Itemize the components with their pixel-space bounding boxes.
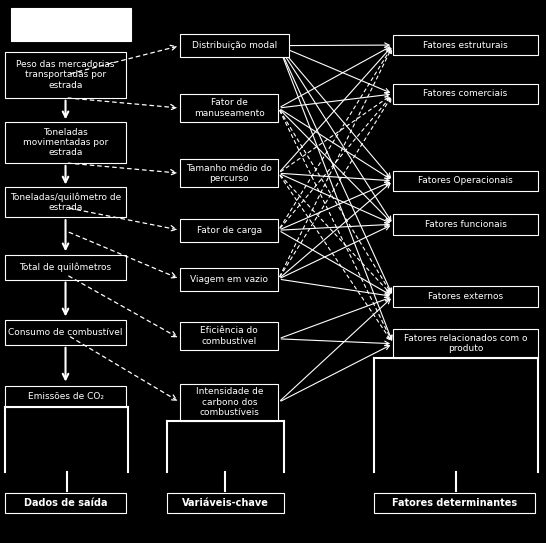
FancyBboxPatch shape — [5, 255, 126, 280]
FancyBboxPatch shape — [180, 94, 278, 122]
FancyBboxPatch shape — [180, 384, 278, 421]
Text: Fatores externos: Fatores externos — [428, 292, 503, 301]
FancyBboxPatch shape — [180, 268, 278, 291]
Text: Fatores Operacionais: Fatores Operacionais — [418, 176, 513, 185]
Text: Dados de saída: Dados de saída — [24, 498, 107, 508]
FancyBboxPatch shape — [393, 214, 538, 235]
Text: Eficiência do
combustível: Eficiência do combustível — [200, 326, 258, 346]
FancyBboxPatch shape — [393, 35, 538, 55]
FancyBboxPatch shape — [393, 84, 538, 104]
FancyBboxPatch shape — [167, 493, 284, 513]
Text: Toneladas
movimentadas por
estrada: Toneladas movimentadas por estrada — [23, 128, 108, 157]
Text: Fatores determinantes: Fatores determinantes — [392, 498, 517, 508]
FancyBboxPatch shape — [5, 187, 126, 217]
Text: Variáveis-chave: Variáveis-chave — [182, 498, 269, 508]
Text: Viagem em vazio: Viagem em vazio — [191, 275, 268, 283]
Text: Distribuição modal: Distribuição modal — [192, 41, 277, 50]
FancyBboxPatch shape — [5, 320, 126, 345]
FancyBboxPatch shape — [393, 286, 538, 307]
FancyBboxPatch shape — [180, 322, 278, 350]
FancyBboxPatch shape — [374, 493, 535, 513]
Text: Tamanho médio do
percurso: Tamanho médio do percurso — [186, 163, 272, 183]
FancyBboxPatch shape — [11, 8, 131, 41]
FancyBboxPatch shape — [393, 329, 538, 358]
FancyBboxPatch shape — [5, 52, 126, 98]
Text: Fatores comerciais: Fatores comerciais — [423, 90, 508, 98]
Text: Fatores relacionados com o
produto: Fatores relacionados com o produto — [403, 334, 527, 353]
FancyBboxPatch shape — [180, 159, 278, 187]
Text: Fatores estruturais: Fatores estruturais — [423, 41, 508, 49]
Text: Intensidade de
carbono dos
combustíveis: Intensidade de carbono dos combustíveis — [195, 388, 263, 417]
FancyBboxPatch shape — [393, 171, 538, 191]
FancyBboxPatch shape — [5, 386, 126, 407]
Text: Toneladas/quilômetro de
estrada: Toneladas/quilômetro de estrada — [10, 192, 121, 212]
FancyBboxPatch shape — [5, 493, 126, 513]
Text: Consumo de combustível: Consumo de combustível — [8, 328, 123, 337]
Text: Fator de carga: Fator de carga — [197, 226, 262, 235]
Text: Fatores funcionais: Fatores funcionais — [425, 220, 506, 229]
Text: Emissões de CO₂: Emissões de CO₂ — [27, 392, 104, 401]
FancyBboxPatch shape — [180, 34, 289, 57]
FancyBboxPatch shape — [180, 219, 278, 242]
Text: Peso das mercadorias
transportadas por
estrada: Peso das mercadorias transportadas por e… — [16, 60, 115, 90]
Text: Total de quilômetros: Total de quilômetros — [20, 263, 111, 272]
FancyBboxPatch shape — [5, 122, 126, 163]
Text: Fator de
manuseamento: Fator de manuseamento — [194, 98, 265, 118]
